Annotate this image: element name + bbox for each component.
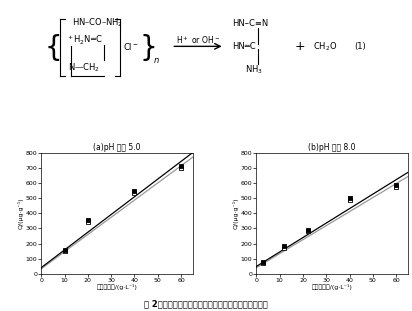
Text: HN═C: HN═C bbox=[232, 42, 255, 51]
Text: H$^+$ or OH$^-$: H$^+$ or OH$^-$ bbox=[176, 34, 220, 46]
Point bbox=[61, 247, 68, 252]
X-axis label: 固色剂浓度/(g·L⁻¹): 固色剂浓度/(g·L⁻¹) bbox=[312, 284, 353, 290]
Text: HN–CO–NH$_2$: HN–CO–NH$_2$ bbox=[73, 17, 123, 29]
Text: $n$: $n$ bbox=[153, 56, 160, 65]
Point bbox=[281, 244, 288, 248]
Point bbox=[84, 220, 91, 225]
Point bbox=[304, 227, 311, 232]
Point bbox=[304, 229, 311, 234]
Text: $^+$H$_2$N═C: $^+$H$_2$N═C bbox=[66, 34, 103, 47]
X-axis label: 固色剂浓度/(g·L⁻¹): 固色剂浓度/(g·L⁻¹) bbox=[96, 284, 137, 290]
Text: (1): (1) bbox=[355, 42, 366, 51]
Y-axis label: Q/(μg·g⁻¹): Q/(μg·g⁻¹) bbox=[233, 197, 239, 229]
Point bbox=[393, 183, 400, 188]
Point bbox=[131, 188, 138, 193]
Text: CH$_2$O: CH$_2$O bbox=[313, 40, 337, 53]
Title: (b)pH 値为 8.0: (b)pH 値为 8.0 bbox=[308, 143, 356, 152]
Text: Cl$^-$: Cl$^-$ bbox=[123, 41, 138, 52]
Y-axis label: Q/(μg·g⁻¹): Q/(μg·g⁻¹) bbox=[18, 197, 24, 229]
Point bbox=[178, 163, 184, 168]
Point bbox=[346, 195, 353, 200]
Text: }: } bbox=[140, 34, 157, 62]
Point bbox=[61, 248, 68, 253]
Point bbox=[346, 197, 353, 202]
Text: +: + bbox=[295, 40, 305, 53]
Text: {: { bbox=[44, 34, 62, 62]
Point bbox=[178, 166, 184, 171]
Text: 图 2　固色剂浓度对染色固色棉织物甲醒释放量的影响: 图 2 固色剂浓度对染色固色棉织物甲醒释放量的影响 bbox=[144, 299, 268, 308]
Text: HN–C≡N: HN–C≡N bbox=[232, 19, 268, 28]
Point bbox=[84, 218, 91, 223]
Point bbox=[131, 191, 138, 196]
Point bbox=[260, 261, 267, 266]
Title: (a)pH 値为 5.0: (a)pH 値为 5.0 bbox=[93, 143, 141, 152]
Text: N—CH$_2$: N—CH$_2$ bbox=[68, 62, 100, 74]
Text: NH$_3$: NH$_3$ bbox=[245, 64, 262, 77]
Point bbox=[393, 185, 400, 190]
Point bbox=[260, 259, 267, 264]
Point bbox=[281, 245, 288, 250]
